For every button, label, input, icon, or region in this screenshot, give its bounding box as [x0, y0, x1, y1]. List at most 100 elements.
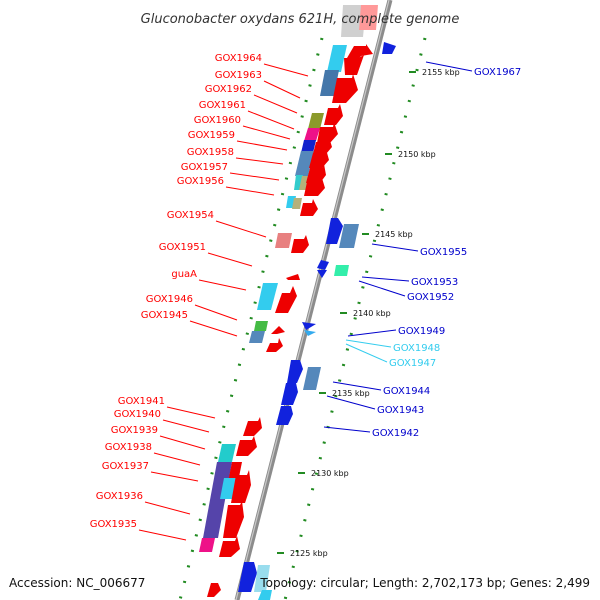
leader-line — [138, 529, 187, 541]
gene-arrow — [306, 164, 326, 183]
gene-arrow — [309, 149, 329, 168]
leader-line — [326, 395, 376, 410]
gene-block — [220, 478, 236, 499]
gene-label-left: GOX1962 — [205, 84, 252, 95]
accession-text: Accession: NC_006677 — [9, 576, 145, 590]
right-leader-lines — [323, 61, 473, 433]
gene-block — [295, 151, 314, 176]
gene-arrow — [324, 104, 343, 125]
gene-block — [320, 70, 339, 96]
scale-label: 2150 kbp — [398, 150, 436, 159]
gene-label-left: GOX1958 — [187, 147, 234, 158]
gene-arrow — [223, 501, 244, 538]
gene-arrow — [300, 199, 318, 216]
gene-block — [199, 538, 215, 552]
leader-line — [159, 435, 206, 450]
leader-line — [345, 343, 388, 363]
leader-line — [150, 471, 199, 482]
gene-block — [258, 590, 272, 600]
left-gene-labels: GOX1964 GOX1963 GOX1962 GOX1961 GOX1960 GOX19… — [90, 53, 262, 530]
gene-arrow — [243, 417, 262, 436]
gene-arrow — [347, 44, 373, 58]
leader-line — [347, 329, 397, 337]
gene-arrow — [304, 178, 325, 196]
leader-line — [162, 419, 210, 433]
gene-block — [304, 128, 320, 141]
gene-label-left: GOX1939 — [111, 425, 158, 436]
leader-line — [263, 80, 301, 99]
gene-label-left: GOX1938 — [105, 442, 152, 453]
leader-line — [253, 94, 298, 114]
gene-block — [218, 444, 236, 462]
gene-block — [249, 331, 265, 343]
gene-block — [334, 265, 349, 276]
gene-arrow — [304, 330, 316, 336]
gene-arrow — [276, 406, 293, 425]
gene-label-left: GOX1963 — [215, 70, 262, 81]
gene-block — [327, 45, 347, 72]
gene-label-left: GOX1935 — [90, 519, 137, 530]
gene-label-left: GOX1954 — [167, 210, 214, 221]
gene-label-left: GOX1946 — [146, 294, 193, 305]
gene-block — [257, 283, 278, 310]
gene-arrow — [317, 260, 329, 270]
gene-label-left: GOX1957 — [181, 162, 228, 173]
gene-arrow — [236, 436, 257, 456]
scale-label: 2125 kbp — [290, 549, 328, 558]
gene-arrow — [286, 274, 300, 280]
leader-line — [166, 406, 216, 419]
gene-label-right: GOX1955 — [420, 247, 467, 258]
gene-arrow — [326, 218, 343, 244]
gene-fragment-top-pink — [359, 5, 378, 30]
leader-line — [229, 172, 280, 181]
gene-arrow — [238, 562, 257, 592]
right-track-dots — [283, 37, 427, 600]
gene-arrow — [275, 286, 297, 313]
topology-text: Topology: circular; Length: 2,702,173 bp… — [259, 576, 590, 590]
leader-line — [332, 381, 382, 391]
gene-label-right: GOX1948 — [393, 343, 440, 354]
gene-label-left: GOX1960 — [194, 115, 241, 126]
gene-label-right: GOX1943 — [377, 405, 424, 416]
gene-block — [254, 565, 270, 592]
gene-arrow — [271, 326, 285, 334]
gene-arrow — [219, 536, 240, 557]
gene-label-left: GOX1945 — [141, 310, 188, 321]
leader-line — [225, 186, 275, 196]
leader-line — [144, 501, 191, 515]
gene-label-right: GOX1967 — [474, 67, 521, 78]
gene-arrow — [302, 322, 316, 330]
leader-line — [153, 452, 201, 466]
gene-arrow — [317, 270, 327, 278]
leader-line — [323, 426, 371, 433]
leader-line — [235, 157, 284, 165]
gene-arrow — [266, 338, 283, 352]
scale-label: 2155 kbp — [422, 68, 460, 77]
leader-line — [242, 125, 291, 140]
gene-label-left: GOX1937 — [102, 461, 149, 472]
gene-label-left: GOX1941 — [118, 396, 165, 407]
right-gene-labels: GOX1967 GOX1955 GOX1953 GOX1952 GOX1949 GOX19… — [372, 67, 521, 439]
scale-ticks: 2155 kbp 2150 kbp 2145 kbp 2140 kbp 2135 kbp… — [277, 68, 460, 558]
genome-backbone — [234, 0, 393, 600]
leader-line — [207, 252, 253, 267]
leader-line — [361, 276, 410, 282]
leader-line — [358, 280, 406, 297]
leader-line — [215, 220, 267, 238]
gene-block — [303, 367, 321, 390]
gene-arrow — [382, 42, 396, 54]
gene-label-right: GOX1949 — [398, 326, 445, 337]
leader-line — [189, 320, 238, 337]
leader-line — [247, 110, 295, 130]
left-track-dots — [178, 37, 324, 600]
leader-line — [425, 61, 473, 72]
gene-block — [254, 321, 268, 331]
gene-arrow — [344, 55, 364, 75]
scale-label: 2130 kbp — [311, 469, 349, 478]
gene-label-left: GOX1959 — [188, 130, 235, 141]
scale-label: 2140 kbp — [353, 309, 391, 318]
gene-label-right: GOX1953 — [411, 277, 458, 288]
gene-arrow — [317, 122, 338, 143]
gene-block — [292, 198, 302, 209]
